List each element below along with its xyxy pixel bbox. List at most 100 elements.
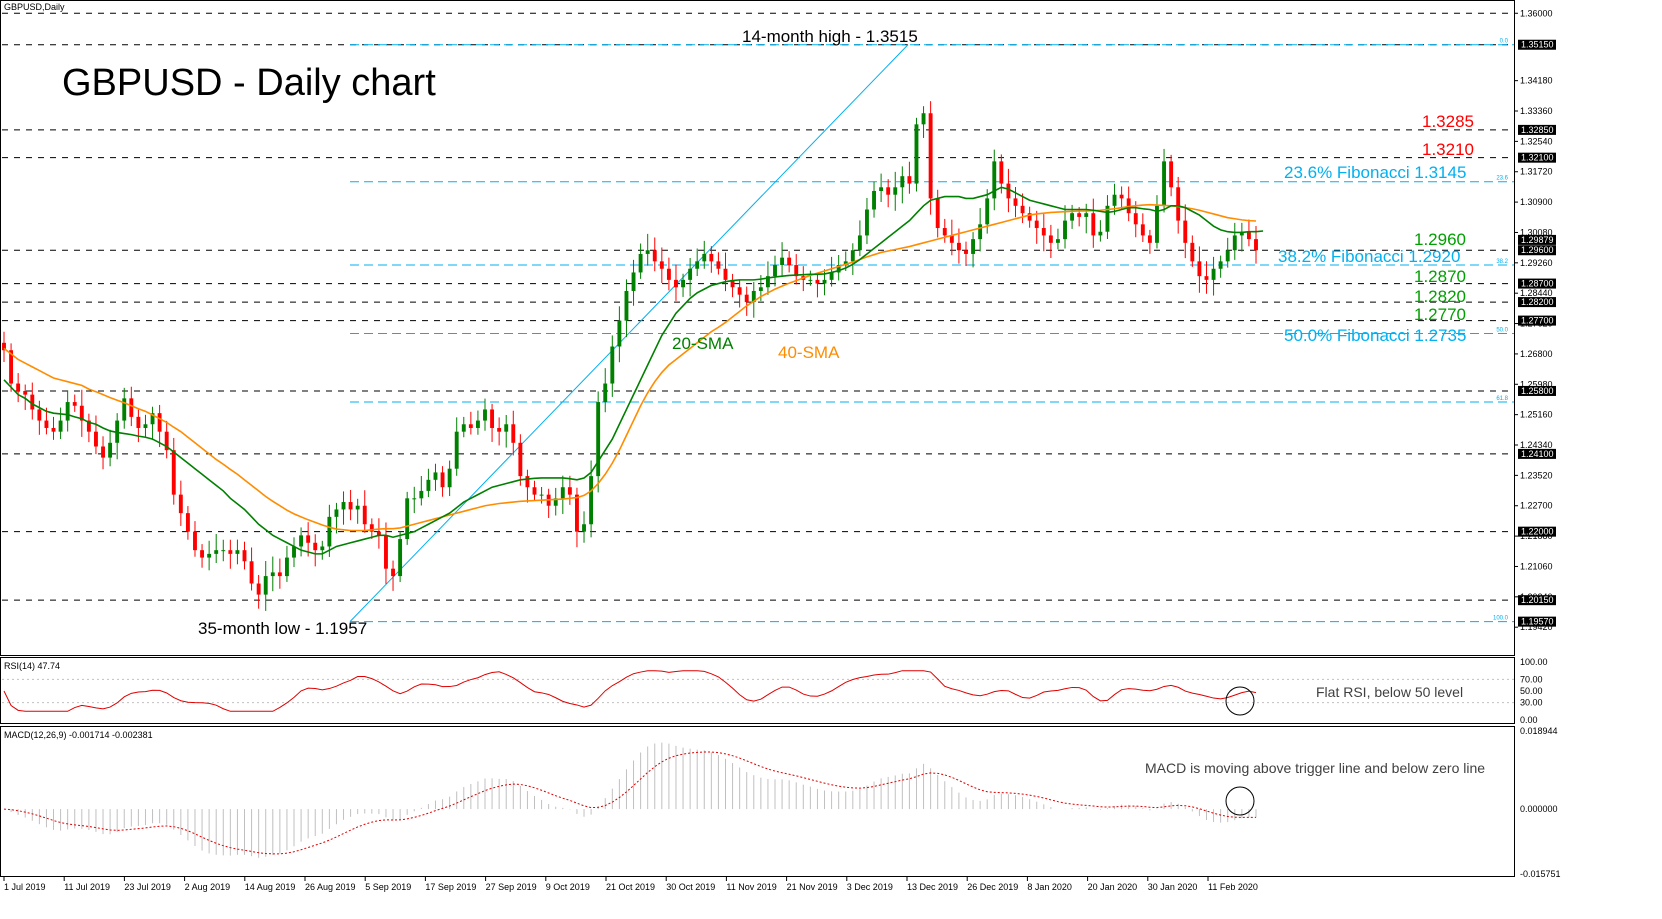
price-tick-label: 1.25980 bbox=[1520, 379, 1553, 389]
candle-body bbox=[659, 261, 664, 269]
rsi-highlight-circle bbox=[1225, 686, 1255, 716]
x-tick-label: 3 Dec 2019 bbox=[847, 882, 893, 892]
candle-body bbox=[398, 539, 403, 577]
rsi-panel-frame bbox=[0, 657, 1515, 724]
candle-body bbox=[1112, 194, 1117, 206]
candle-body bbox=[1013, 198, 1018, 206]
candle-body bbox=[872, 190, 876, 210]
candle-body bbox=[384, 535, 388, 569]
candle-body bbox=[299, 535, 304, 547]
candle-body bbox=[985, 198, 990, 225]
level-price-box bbox=[1518, 616, 1556, 627]
macd-tick-label: 0.000000 bbox=[1520, 804, 1558, 814]
price-tick-label: 1.22700 bbox=[1520, 501, 1553, 511]
candle-body bbox=[221, 550, 226, 552]
candle-body bbox=[235, 550, 240, 554]
candle-body bbox=[942, 228, 947, 236]
x-tick-label: 20 Jan 2020 bbox=[1088, 882, 1138, 892]
candle-body bbox=[1077, 213, 1082, 217]
candle-body bbox=[263, 576, 268, 595]
candle-body bbox=[723, 268, 728, 280]
price-tick-label: 1.24340 bbox=[1520, 440, 1553, 450]
x-tick-label: 8 Jan 2020 bbox=[1027, 882, 1072, 892]
candle-body bbox=[1041, 228, 1046, 236]
candle-body bbox=[419, 490, 424, 499]
sma20-line bbox=[3, 186, 1264, 555]
candle-body bbox=[44, 420, 49, 428]
price-tick-label: 1.25160 bbox=[1520, 410, 1553, 420]
candle-body bbox=[681, 279, 685, 288]
candle-body bbox=[1063, 220, 1067, 240]
candle-body bbox=[532, 487, 537, 495]
x-tick-label: 21 Nov 2019 bbox=[787, 882, 838, 892]
level-price-label: 1.32850 bbox=[1521, 125, 1554, 135]
candle-body bbox=[886, 187, 891, 195]
macd-highlight-circle bbox=[1225, 786, 1255, 816]
level-price-box bbox=[1518, 297, 1556, 308]
candle-body bbox=[780, 257, 785, 266]
fibonacci-percent-label: 0.0 bbox=[1500, 39, 1509, 45]
candle-body bbox=[391, 568, 395, 577]
level-price-box bbox=[1518, 152, 1556, 163]
level-price-label: 1.27700 bbox=[1521, 316, 1554, 326]
candle-body bbox=[666, 268, 671, 280]
level-price-box bbox=[1518, 448, 1556, 459]
candle-body bbox=[447, 468, 452, 488]
candle-body bbox=[483, 409, 487, 421]
candle-body bbox=[1020, 205, 1025, 214]
annotation-fib-236: 23.6% Fibonacci 1.3145 bbox=[1284, 163, 1466, 182]
candle-body bbox=[72, 402, 77, 406]
rsi-label: RSI(14) 47.74 bbox=[4, 661, 60, 671]
annotation-35-month-low: 35-month low - 1.1957 bbox=[198, 619, 367, 638]
annotation-level-12960: 1.2960 bbox=[1414, 230, 1466, 249]
annotation-level-13285: 1.3285 bbox=[1422, 112, 1474, 131]
candle-body bbox=[475, 420, 480, 428]
macd-panel-frame bbox=[0, 726, 1515, 877]
candle-body bbox=[956, 242, 961, 251]
price-tick-label: 1.30080 bbox=[1520, 227, 1553, 237]
candle-body bbox=[1055, 239, 1060, 243]
price-tick-label: 1.34180 bbox=[1520, 76, 1553, 86]
candle-body bbox=[143, 424, 148, 428]
candle-body bbox=[320, 546, 325, 551]
candle-body bbox=[865, 209, 869, 236]
candle-body bbox=[582, 524, 586, 532]
candle-body bbox=[405, 498, 410, 540]
rsi-tick-label: 70.00 bbox=[1520, 674, 1543, 684]
candle-body bbox=[518, 442, 523, 477]
candle-body bbox=[65, 402, 70, 421]
candle-body bbox=[122, 398, 127, 421]
level-price-label: 1.24100 bbox=[1521, 449, 1554, 459]
candle-body bbox=[744, 294, 749, 303]
candle-body bbox=[16, 383, 21, 391]
x-tick-label: 27 Sep 2019 bbox=[486, 882, 537, 892]
candle-body bbox=[575, 494, 579, 532]
candle-body bbox=[433, 472, 438, 480]
candle-body bbox=[108, 442, 113, 458]
sma40-line bbox=[3, 203, 1257, 532]
candle-body bbox=[1197, 261, 1202, 277]
candle-body bbox=[794, 265, 799, 277]
price-tick-label: 1.28440 bbox=[1520, 288, 1553, 298]
candle-body bbox=[185, 513, 190, 532]
candle-body bbox=[971, 239, 976, 254]
candle-body bbox=[610, 346, 615, 384]
price-panel-frame bbox=[0, 0, 1515, 656]
x-tick-label: 5 Sep 2019 bbox=[365, 882, 411, 892]
candle-body bbox=[674, 279, 678, 288]
candle-body bbox=[539, 494, 544, 496]
annotation-fib-382: 38.2% Fibonacci 1.2920 bbox=[1278, 247, 1460, 266]
candle-body bbox=[914, 124, 919, 184]
candle-body bbox=[376, 531, 381, 536]
candle-body bbox=[497, 427, 502, 432]
candle-body bbox=[193, 531, 197, 551]
price-tick-label: 1.31720 bbox=[1520, 167, 1553, 177]
candle-body bbox=[136, 416, 141, 428]
level-price-label: 1.28700 bbox=[1521, 279, 1554, 289]
level-price-box bbox=[1518, 234, 1556, 245]
candle-body bbox=[900, 176, 905, 188]
x-tick-label: 21 Oct 2019 bbox=[606, 882, 655, 892]
level-price-box bbox=[1518, 526, 1556, 537]
candle-body bbox=[1183, 220, 1188, 243]
rsi-tick-label: 0.00 bbox=[1520, 715, 1538, 725]
